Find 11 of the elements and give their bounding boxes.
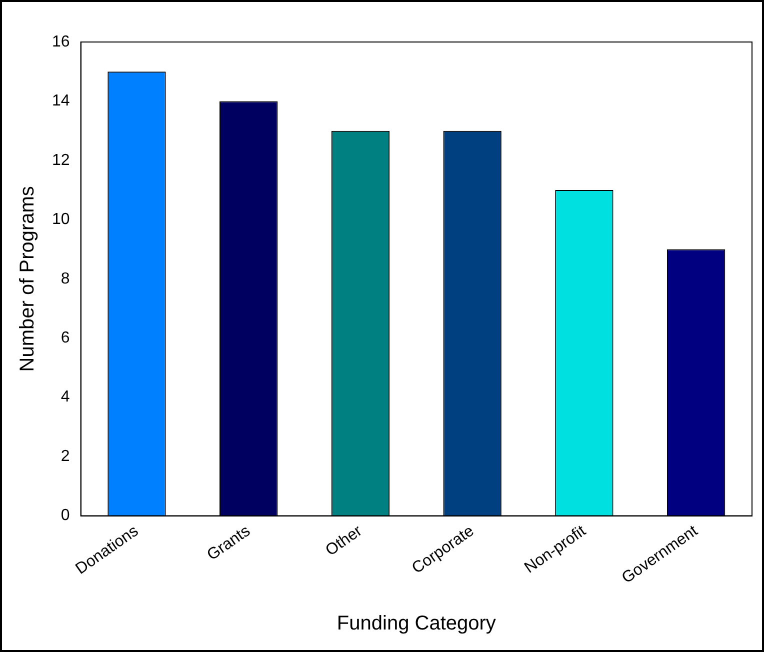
y-tick-label: 6 xyxy=(60,330,70,347)
y-tick-label: 12 xyxy=(52,152,70,169)
y-tick-label: 16 xyxy=(52,33,70,50)
y-tick-label: 10 xyxy=(52,211,70,228)
y-tick-label: 14 xyxy=(52,92,70,110)
y-tick-label: 0 xyxy=(60,507,70,524)
y-tick-label: 2 xyxy=(60,448,70,465)
x-axis-title: Funding Category xyxy=(336,612,496,635)
y-axis-title: Number of Programs xyxy=(16,186,39,372)
y-tick-label: 4 xyxy=(60,388,70,406)
y-tick-label: 8 xyxy=(60,270,70,288)
